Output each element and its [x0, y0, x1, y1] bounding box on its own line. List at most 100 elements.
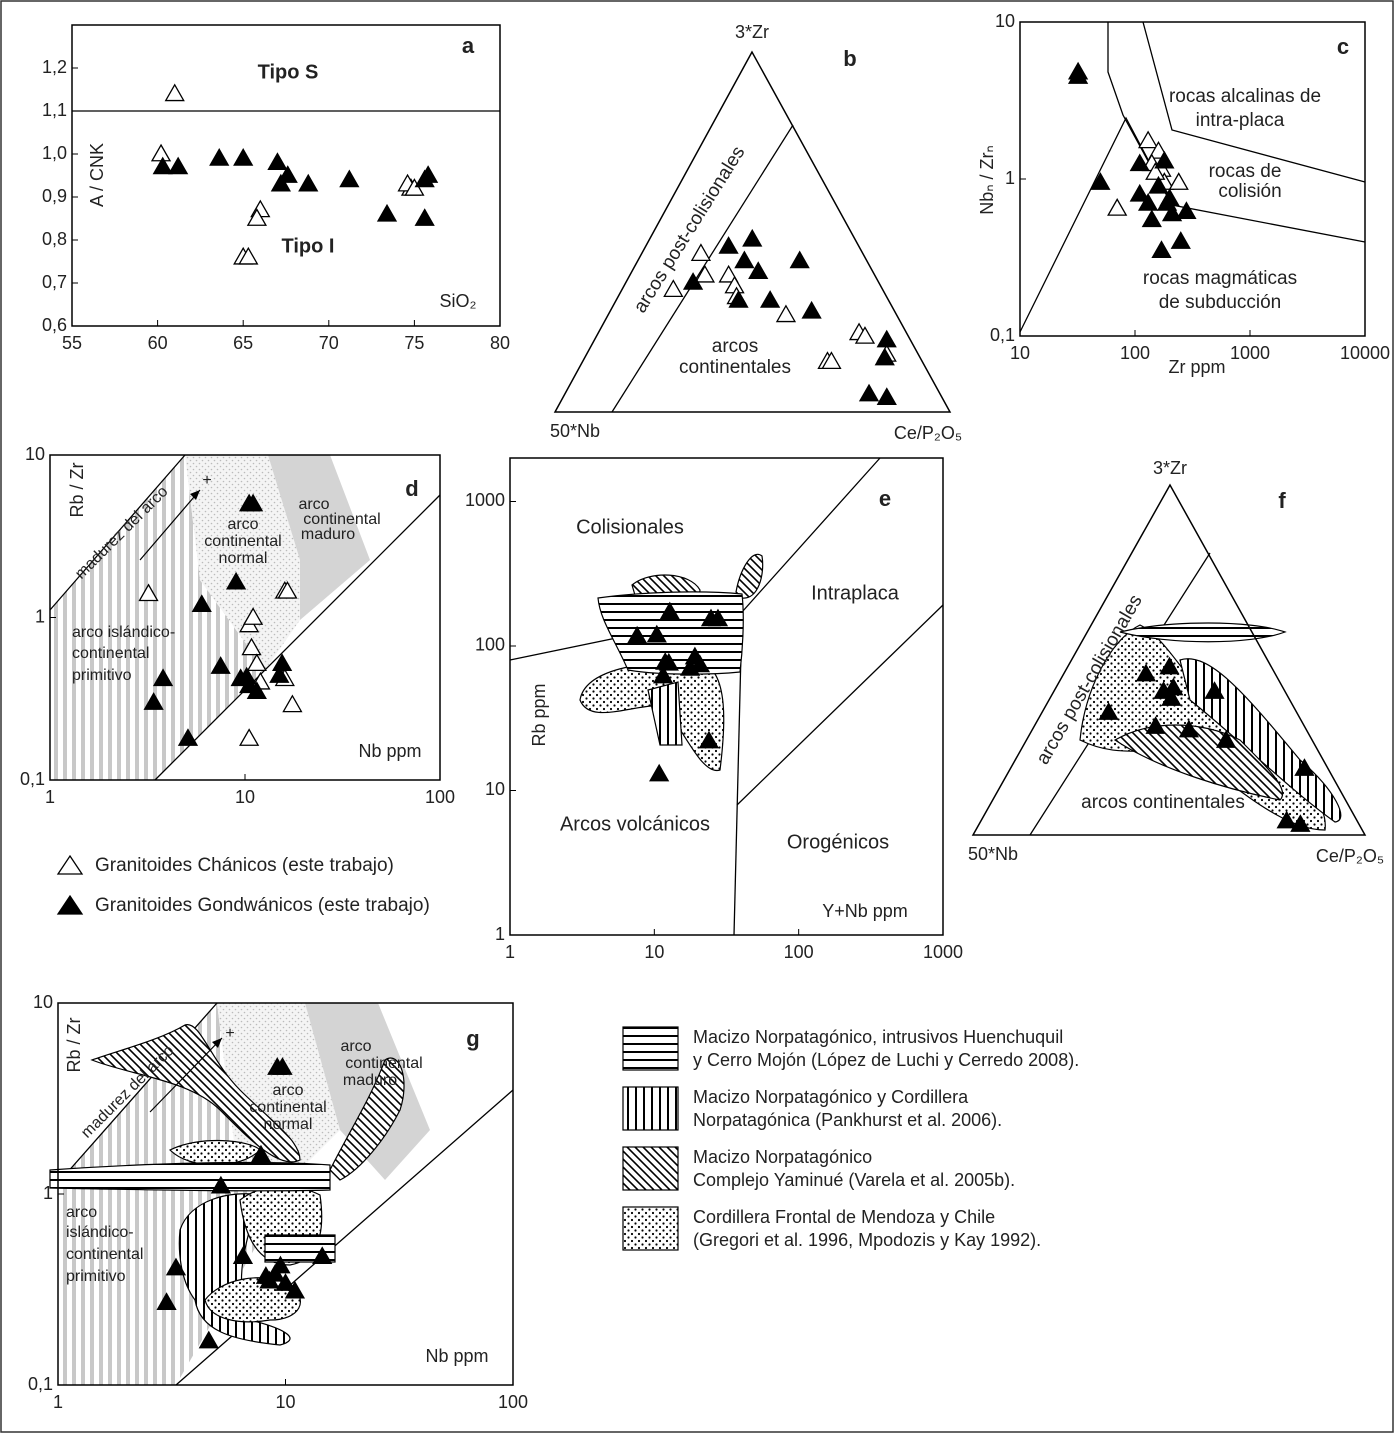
- field-region: [90, 1024, 301, 1163]
- data-point: [165, 1257, 187, 1276]
- data-point: [242, 607, 264, 625]
- data-point: [246, 208, 268, 226]
- annotation: Intraplaca: [811, 582, 900, 604]
- data-point: [233, 147, 254, 166]
- data-point: [1204, 681, 1225, 699]
- x-tick-label: 10: [275, 1392, 295, 1412]
- annotation: continental: [66, 1246, 143, 1263]
- data-point: [298, 173, 319, 192]
- y-tick-label: 10: [485, 779, 505, 799]
- x-tick-label: 1: [53, 1392, 63, 1412]
- data-point: [1129, 183, 1150, 202]
- data-point: [858, 383, 880, 402]
- field-region: [50, 455, 265, 780]
- annotation: arco: [298, 496, 329, 513]
- y-tick-label: 1: [43, 1183, 53, 1203]
- x-axis-label: Nb ppm: [425, 1346, 488, 1366]
- y-tick-label: 1,1: [42, 100, 67, 120]
- data-point: [312, 1246, 333, 1265]
- data-point: [876, 387, 897, 405]
- y-axis-label: Rb ppm: [529, 683, 549, 746]
- annotation: islándico-: [66, 1224, 134, 1241]
- data-point: [1176, 201, 1197, 219]
- y-tick-label: 0,1: [990, 325, 1015, 345]
- y-tick-label: 0,6: [42, 315, 67, 335]
- data-point: [272, 1057, 293, 1075]
- y-tick-label: 1: [35, 606, 45, 626]
- data-point: [690, 243, 712, 261]
- data-point: [210, 1175, 232, 1194]
- data-point: [177, 728, 199, 746]
- field-region: [305, 1003, 430, 1180]
- annotation: Orogénicos: [787, 831, 889, 853]
- annotation: Arcos volcánicos: [560, 813, 710, 835]
- x-tick-label: 10: [1010, 343, 1030, 363]
- data-point: [271, 653, 293, 672]
- data-point: [821, 351, 842, 369]
- annotation: continental: [72, 645, 149, 662]
- x-tick-label: 100: [1120, 343, 1150, 363]
- boundary-line: [49, 454, 186, 611]
- legend-marker: [56, 894, 84, 915]
- annotation: continental: [249, 1099, 326, 1116]
- data-point: [150, 143, 172, 162]
- data-point: [210, 656, 231, 674]
- data-point: [1154, 150, 1175, 169]
- data-point: [152, 156, 173, 175]
- legend-swatch: [622, 1026, 679, 1071]
- annotation: maduro: [343, 1072, 397, 1089]
- panel-letter: a: [462, 33, 475, 58]
- data-point: [404, 178, 425, 196]
- legend-swatch: [622, 1146, 679, 1191]
- boundary-line: [1107, 22, 1366, 243]
- x-tick-label: 1: [505, 942, 515, 962]
- annotation: Tipo I: [282, 235, 335, 257]
- data-point: [1168, 172, 1189, 190]
- boundary-line: [611, 124, 794, 413]
- data-point: [1159, 188, 1180, 207]
- vertex-label: 3*Zr: [735, 22, 769, 42]
- y-tick-label: 100: [475, 635, 505, 655]
- data-point: [1141, 209, 1162, 228]
- legend-swatch: [622, 1086, 679, 1131]
- data-point: [759, 290, 781, 308]
- annotation: continental: [204, 533, 281, 550]
- x-tick-label: 1000: [923, 942, 963, 962]
- field-region: [597, 591, 744, 675]
- data-point: [707, 608, 729, 627]
- field-region: [178, 1193, 291, 1346]
- data-point: [168, 156, 189, 175]
- data-point: [241, 637, 262, 656]
- y-tick-label: 10: [33, 992, 53, 1012]
- y-tick-label: 1: [495, 924, 505, 944]
- x-tick-label: 70: [319, 333, 339, 353]
- data-point: [164, 83, 185, 102]
- legend-text: Norpatagónica (Pankhurst et al. 2006).: [693, 1110, 1002, 1130]
- annotation: +: [202, 472, 211, 489]
- field-region: [735, 553, 764, 599]
- x-axis-label: Zr ppm: [1168, 357, 1225, 377]
- data-point: [1135, 663, 1157, 682]
- annotation: continental: [345, 1055, 422, 1072]
- field-region: [1113, 724, 1284, 801]
- data-point: [1107, 198, 1128, 216]
- y-tick-label: 10: [995, 11, 1015, 31]
- x-axis-label: Nb ppm: [358, 741, 421, 761]
- field-region: [268, 455, 370, 620]
- y-tick-label: 1000: [465, 490, 505, 510]
- field-region: [579, 661, 725, 772]
- x-tick-label: 1000: [1230, 343, 1270, 363]
- vertex-label: Ce/P₂O₅: [1316, 846, 1384, 866]
- x-axis-label: Y+Nb ppm: [822, 901, 908, 921]
- annotation: +: [225, 1025, 234, 1042]
- data-point: [282, 694, 303, 713]
- data-point: [659, 601, 680, 620]
- annotation: arcos continentales: [1081, 792, 1245, 813]
- field-region: [185, 455, 300, 670]
- annotation: arcos: [712, 336, 758, 357]
- data-point: [1161, 203, 1183, 222]
- data-point: [1067, 61, 1089, 80]
- data-point: [1151, 240, 1172, 258]
- data-point: [1145, 716, 1166, 734]
- vertex-label: 50*Nb: [550, 421, 600, 441]
